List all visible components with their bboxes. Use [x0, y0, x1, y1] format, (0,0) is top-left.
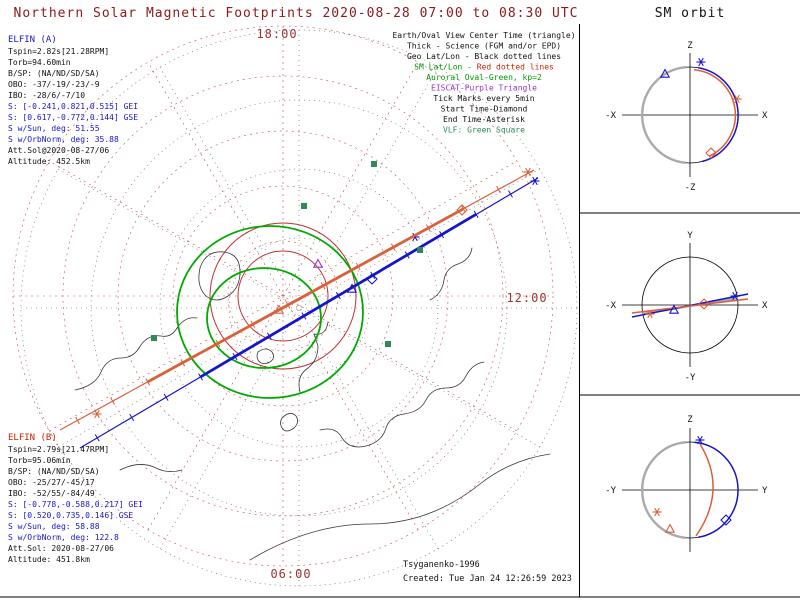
legend-line-thick-science: Thick - Science (FGM and/or EPD) — [407, 42, 561, 51]
elfin-a-spin-gei: S: [-0.241,0.821,0.515] GEI — [8, 102, 138, 111]
elfin-a-footprint — [79, 176, 541, 449]
xy-axis-label-right: X — [762, 301, 768, 311]
yz-elfin-b-orbit — [695, 443, 714, 537]
xz-axis-label-bottom: -Z — [685, 183, 696, 193]
elfin-b-attsol: Att.Sol: 2020-08-27/06 — [8, 544, 114, 553]
vlf-square-icon — [385, 341, 391, 347]
xz-elfin-a-orbit — [698, 66, 739, 163]
xy-axis-label-top: Y — [687, 231, 693, 241]
xz-elfin-a-asterisk-marker — [695, 57, 707, 67]
yz-axis-label-top: Z — [687, 415, 693, 425]
vlf-square-icon — [301, 203, 307, 209]
yz-axis-label-right: Y — [762, 486, 768, 496]
elfin-b-bsp: B/SP: (NA/ND/SD/SA) — [8, 467, 100, 476]
elfin-a-orbnorm-angle: S w/OrbNorm, deg: 35.88 — [8, 135, 119, 144]
legend-line-geo-grid: Geo Lat/Lon - Black dotted lines — [407, 52, 561, 61]
yz-elfin-b-asterisk-marker — [651, 507, 663, 517]
legend-line-vlf: VLF: Green Square — [443, 126, 525, 135]
xy-axis-label-left: -X — [605, 301, 616, 311]
elfin-a-altitude: Altitude: 452.5km — [8, 157, 90, 166]
legend-line-start-time: Start Time-Diamond — [441, 105, 528, 114]
xy-axis-label-bottom: -Y — [685, 373, 696, 383]
elfin-b-spin-gse: S: [0.520,0.735,0.146] GSE — [8, 511, 133, 520]
elfin-a-obo: OBO: -37/-19/-23/-9 — [8, 80, 100, 89]
coastlines — [74, 247, 551, 561]
elfin-a-tick-marks — [94, 190, 513, 442]
elfin-b-tspin: Tspin=2.79s[21.47RPM] — [8, 445, 109, 454]
eiscat-triangle-marker — [313, 258, 323, 268]
legend-line-center-time: Earth/Oval View Center Time (triangle) — [392, 31, 575, 40]
xz-elfin-b-orbit — [693, 68, 737, 157]
mlt-label-12: 12:00 — [506, 291, 547, 305]
panel-dividers — [0, 24, 800, 598]
elfin-b-tick-marks — [75, 185, 501, 425]
yz-axis-label-left: -Y — [605, 486, 616, 496]
legend-line-end-time: End Time-Asterisk — [443, 115, 525, 124]
created-timestamp: Created: Tue Jan 24 12:26:59 2023 — [403, 574, 572, 584]
sm-orbit-panel-xz: Z -Z -X X — [605, 41, 768, 193]
sm-grid — [12, 25, 554, 567]
auroral-oval — [176, 225, 364, 399]
elfin-b-ibo: IBO: -52/55/-84/49 — [8, 489, 95, 498]
xz-axis-label-right: X — [762, 111, 768, 121]
xz-axis-label-top: Z — [687, 41, 693, 51]
field-model-label: Tsyganenko-1996 — [403, 560, 480, 570]
elfin-b-info-block: ELFIN (B) Tspin=2.79s[21.47RPM] Torb=95.… — [8, 433, 143, 564]
sm-orbit-panel-yz: Z -Y Y — [605, 415, 768, 552]
elfin-b-torb: Torb=95.06min — [8, 456, 71, 465]
sm-lat-circles — [209, 222, 357, 370]
elfin-b-orbnorm-angle: S w/OrbNorm, deg: 122.8 — [8, 533, 119, 542]
elfin-b-footprint — [59, 167, 535, 431]
elfin-a-header: ELFIN (A) — [8, 35, 57, 45]
elfin-a-attsol: Att.Sol@2020-08-27/06 — [8, 146, 109, 155]
elfin-a-tspin: Tspin=2.82s[21.28RPM] — [8, 47, 109, 56]
elfin-a-sun-angle: S w/Sun, deg: 51.55 — [8, 124, 100, 133]
map-panel: 18:00 12:00 06:00 Tsyganenko-1996 Create… — [12, 25, 578, 587]
xz-axis-label-left: -X — [605, 111, 616, 121]
vlf-square-icon — [371, 161, 377, 167]
xy-earth-circle — [641, 256, 739, 354]
mlt-label-06: 06:00 — [270, 567, 311, 581]
geo-grid — [20, 29, 578, 587]
elfin-a-torb: Torb=94.60min — [8, 58, 71, 67]
legend-line-auroral-oval: Auroral Oval-Green, kp=2 — [426, 73, 542, 82]
elfin-a-spin-gse: S: [0.617,-0.772,0.144] GSE — [8, 113, 138, 122]
elfin-a-bsp: B/SP: (NA/ND/SD/SA) — [8, 69, 100, 78]
legend-line-tick-marks: Tick Marks every 5min — [433, 94, 534, 103]
legend-sm-grid-green-part: SM Lat/Lon - — [414, 63, 477, 72]
elfin-b-science-segment — [147, 207, 465, 384]
elfin-b-sun-angle: S w/Sun, deg: 58.88 — [8, 522, 100, 531]
vlf-square-icon — [151, 335, 157, 341]
elfin-b-header: ELFIN (B) — [8, 433, 57, 443]
mlt-label-18: 18:00 — [256, 27, 297, 41]
vlf-square-icon — [417, 247, 423, 253]
elfin-b-obo: OBO: -25/27/-45/17 — [8, 478, 95, 487]
page-title: Northern Solar Magnetic Footprints 2020-… — [14, 6, 579, 21]
elfin-a-ibo: IBO: -28/6/-7/10 — [8, 91, 85, 100]
legend-sm-grid-red-part: Red dotted lines — [477, 63, 554, 72]
yz-elfin-a-orbit — [694, 441, 739, 539]
elfin-b-spin-gei: S: [-0.778,-0.588,0.217] GEI — [8, 500, 143, 509]
legend-line-eiscat: EISCAT-Purple Triangle — [431, 84, 537, 93]
elfin-a-info-block: ELFIN (A) Tspin=2.82s[21.28RPM] Torb=94.… — [8, 35, 138, 166]
elfin-b-altitude: Altitude: 451.8km — [8, 555, 90, 564]
sm-orbit-title: SM orbit — [655, 6, 726, 21]
legend-line-sm-grid: SM Lat/Lon - Red dotted lines — [414, 63, 554, 72]
map-legend: Earth/Oval View Center Time (triangle) T… — [392, 31, 575, 135]
sm-orbit-panel-xy: Y -Y -X X — [605, 231, 768, 383]
